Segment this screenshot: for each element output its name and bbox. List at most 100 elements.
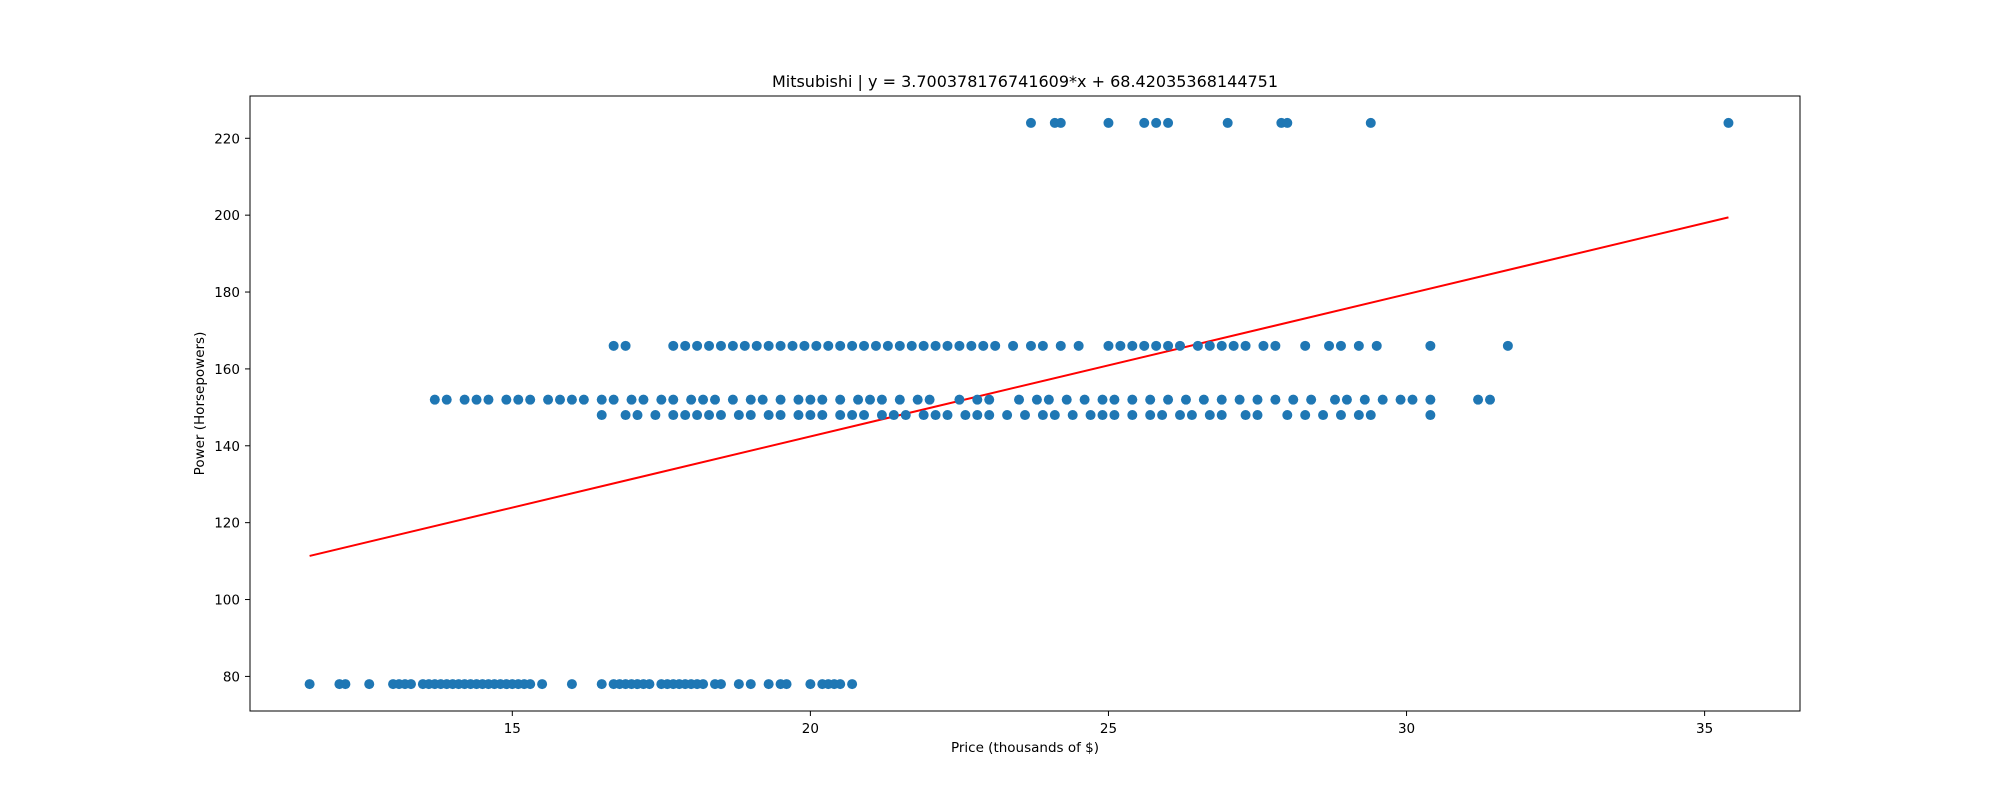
data-point: [620, 410, 631, 421]
data-point: [1282, 410, 1293, 421]
data-point: [912, 394, 923, 405]
data-point: [1353, 410, 1364, 421]
data-point: [954, 340, 965, 351]
data-point: [1025, 340, 1036, 351]
data-point: [692, 340, 703, 351]
data-point: [1103, 117, 1114, 128]
y-tick-label: 220: [214, 131, 240, 147]
data-point: [894, 394, 905, 405]
data-point: [644, 679, 655, 690]
data-point: [1139, 340, 1150, 351]
data-point: [1157, 410, 1168, 421]
data-point: [775, 394, 786, 405]
data-point: [835, 679, 846, 690]
data-point: [471, 394, 482, 405]
data-point: [1037, 340, 1048, 351]
data-point: [859, 340, 870, 351]
x-axis-label: Price (thousands of $): [951, 740, 1099, 756]
data-point: [1377, 394, 1388, 405]
data-point: [620, 340, 631, 351]
data-point: [1258, 340, 1269, 351]
data-point: [596, 410, 607, 421]
data-point: [1008, 340, 1019, 351]
data-point: [1252, 394, 1263, 405]
y-axis-label: Power (Horsepowers): [192, 332, 208, 476]
data-point: [918, 410, 929, 421]
data-point: [972, 410, 983, 421]
y-tick-label: 80: [223, 669, 240, 685]
data-point: [1049, 410, 1060, 421]
data-point: [859, 410, 870, 421]
data-point: [501, 394, 512, 405]
data-point: [1079, 394, 1090, 405]
data-point: [1163, 340, 1174, 351]
data-point: [668, 410, 679, 421]
data-point: [805, 410, 816, 421]
data-point: [727, 394, 738, 405]
data-point: [733, 679, 744, 690]
data-point: [1145, 410, 1156, 421]
x-tick-label: 20: [802, 721, 819, 737]
data-point: [710, 394, 720, 405]
points-layer: [304, 117, 1734, 690]
data-point: [483, 394, 494, 405]
data-point: [793, 410, 804, 421]
data-point: [632, 410, 643, 421]
data-point: [650, 410, 661, 421]
data-point: [793, 394, 804, 405]
data-point: [578, 394, 589, 405]
plot-area: [250, 96, 1800, 711]
data-point: [1216, 394, 1227, 405]
data-point: [698, 679, 709, 690]
data-point: [1115, 340, 1126, 351]
data-point: [984, 410, 995, 421]
data-point: [823, 340, 834, 351]
data-point: [1127, 340, 1138, 351]
data-point: [1359, 394, 1370, 405]
data-point: [1341, 394, 1352, 405]
data-point: [626, 394, 637, 405]
data-point: [930, 340, 941, 351]
y-tick-label: 100: [214, 593, 240, 609]
data-point: [739, 340, 750, 351]
data-point: [1270, 340, 1281, 351]
data-point: [1335, 410, 1346, 421]
data-point: [894, 340, 905, 351]
data-point: [1097, 394, 1108, 405]
data-point: [680, 410, 691, 421]
data-point: [811, 340, 822, 351]
data-point: [668, 394, 679, 405]
data-point: [865, 394, 875, 405]
data-point: [817, 410, 828, 421]
y-tick-label: 160: [214, 362, 240, 378]
data-point: [459, 394, 470, 405]
data-point: [835, 410, 846, 421]
data-point: [1109, 410, 1120, 421]
regression-line: [309, 216, 1729, 557]
data-point: [1192, 340, 1203, 351]
y-tick-label: 140: [214, 439, 240, 455]
data-point: [441, 394, 452, 405]
chart-title: Mitsubishi | y = 3.700378176741609*x + 6…: [772, 72, 1278, 91]
data-point: [805, 394, 816, 405]
data-point: [763, 340, 774, 351]
data-point: [1335, 340, 1346, 351]
data-point: [972, 394, 983, 405]
data-point: [954, 394, 965, 405]
data-point: [1216, 410, 1227, 421]
data-point: [1330, 394, 1340, 405]
data-point: [1234, 394, 1245, 405]
data-point: [1282, 117, 1293, 128]
data-point: [876, 394, 887, 405]
data-point: [1085, 410, 1096, 421]
data-point: [1061, 394, 1072, 405]
data-point: [888, 410, 899, 421]
x-tick-label: 35: [1696, 721, 1713, 737]
data-point: [1473, 394, 1484, 405]
data-point: [763, 410, 774, 421]
data-point: [805, 679, 816, 690]
data-point: [942, 410, 953, 421]
data-point: [745, 679, 756, 690]
data-point: [1043, 394, 1054, 405]
